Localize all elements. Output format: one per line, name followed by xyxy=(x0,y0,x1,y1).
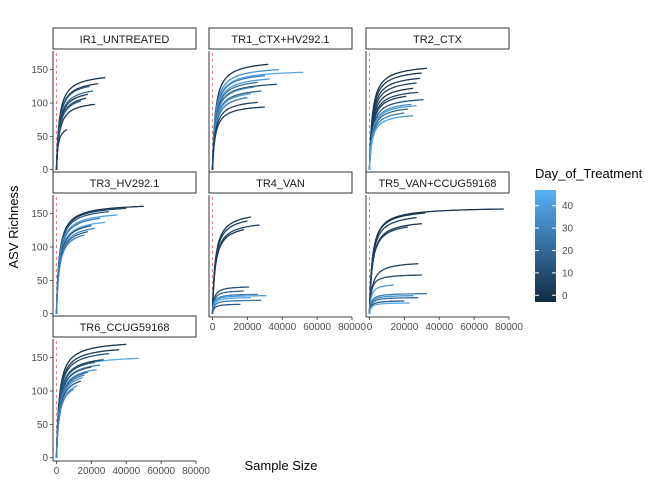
x-tick-label: 20000 xyxy=(77,466,105,477)
rarefaction-curve xyxy=(368,217,417,314)
x-tick-label: 0 xyxy=(210,322,216,333)
colorbar-tick-label: 20 xyxy=(562,246,574,257)
legend-title: Day_of_Treatment xyxy=(535,166,643,181)
y-tick-label: 0 xyxy=(42,309,48,320)
facet-panels: IR1_UNTREATED 0 50 100 150 TR1_CTX+HV292.1 TR2… xyxy=(31,27,523,477)
colorbar-tick-label: 40 xyxy=(562,201,574,212)
rarefaction-curve xyxy=(55,388,75,458)
rarefaction-curve xyxy=(368,226,408,314)
rarefaction-curve xyxy=(55,77,106,170)
x-tick-label: 80000 xyxy=(182,466,210,477)
x-tick-label: 40000 xyxy=(268,322,296,333)
y-tick-label: 0 xyxy=(42,165,48,176)
facet-panel: TR5_VAN+CCUG59168 0 20000 40000 60000 80000 xyxy=(365,171,523,333)
facet-strip-label: TR6_CCUG59168 xyxy=(80,322,170,334)
x-tick-label: 80000 xyxy=(495,322,523,333)
facet-strip xyxy=(52,315,197,338)
y-tick-label: 100 xyxy=(31,243,48,254)
colorbar-ticks: 0 10 20 30 40 xyxy=(535,201,574,302)
facet-strip-label: TR5_VAN+CCUG59168 xyxy=(378,178,496,190)
y-tick-label: 150 xyxy=(31,209,48,220)
x-tick-label: 20000 xyxy=(390,322,418,333)
rarefaction-curve xyxy=(211,106,265,170)
rarefaction-curve xyxy=(368,274,422,314)
facet-strip xyxy=(52,171,197,194)
x-tick-label: 0 xyxy=(54,466,60,477)
y-tick-label: 150 xyxy=(31,353,48,364)
facet-panel: TR3_HV292.1 0 50 100 150 xyxy=(31,171,197,320)
x-tick-label: 60000 xyxy=(460,322,488,333)
facet-strip-label: TR2_CTX xyxy=(413,34,463,46)
y-tick-label: 150 xyxy=(31,65,48,76)
rarefaction-curve xyxy=(211,299,262,314)
rarefaction-curve xyxy=(211,303,241,314)
colorbar xyxy=(535,190,556,302)
facet-panel: TR1_CTX+HV292.1 xyxy=(208,27,353,173)
x-tick-label: 40000 xyxy=(425,322,453,333)
x-tick-label: 20000 xyxy=(233,322,261,333)
colorbar-tick-label: 0 xyxy=(562,291,568,302)
facet-strip-label: TR4_VAN xyxy=(256,178,305,190)
x-tick-label: 60000 xyxy=(303,322,331,333)
rarefaction-curve xyxy=(55,129,68,170)
colorbar-tick-label: 30 xyxy=(562,224,574,235)
facet-strip xyxy=(365,27,510,50)
x-tick-label: 80000 xyxy=(338,322,366,333)
rarefaction-curve xyxy=(368,302,410,314)
y-tick-label: 100 xyxy=(31,99,48,110)
facet-panel: TR2_CTX xyxy=(365,27,510,173)
x-axis-title: Sample Size xyxy=(245,458,318,473)
color-legend: Day_of_Treatment 0 10 20 30 40 xyxy=(535,166,643,302)
y-axis-title: ASV Richness xyxy=(6,185,21,269)
facet-strip xyxy=(52,27,197,50)
rarefaction-curve xyxy=(211,229,245,314)
y-tick-label: 50 xyxy=(37,276,49,287)
x-tick-label: 0 xyxy=(367,322,373,333)
x-tick-label: 60000 xyxy=(147,466,175,477)
facet-strip-label: IR1_UNTREATED xyxy=(80,34,170,46)
y-tick-label: 100 xyxy=(31,387,48,398)
facet-strip xyxy=(208,171,353,194)
facet-panel: IR1_UNTREATED 0 50 100 150 xyxy=(31,27,197,176)
y-tick-label: 0 xyxy=(42,453,48,464)
x-tick-label: 40000 xyxy=(112,466,140,477)
rarefaction-curve xyxy=(368,116,401,170)
colorbar-tick-label: 10 xyxy=(562,268,574,279)
facet-strip xyxy=(365,171,510,194)
rarefaction-curve xyxy=(368,297,419,314)
facet-panel: TR4_VAN 0 20000 40000 60000 80000 xyxy=(208,171,366,333)
facet-strip-label: TR3_HV292.1 xyxy=(90,178,160,190)
y-tick-label: 50 xyxy=(37,132,49,143)
y-tick-label: 50 xyxy=(37,420,49,431)
facet-panel: TR6_CCUG59168 0 50 100 150 0 20000 40000 60000 80… xyxy=(31,315,210,477)
rarefaction-curve xyxy=(55,234,85,314)
facet-strip xyxy=(208,27,353,50)
facet-strip-label: TR1_CTX+HV292.1 xyxy=(231,34,329,46)
